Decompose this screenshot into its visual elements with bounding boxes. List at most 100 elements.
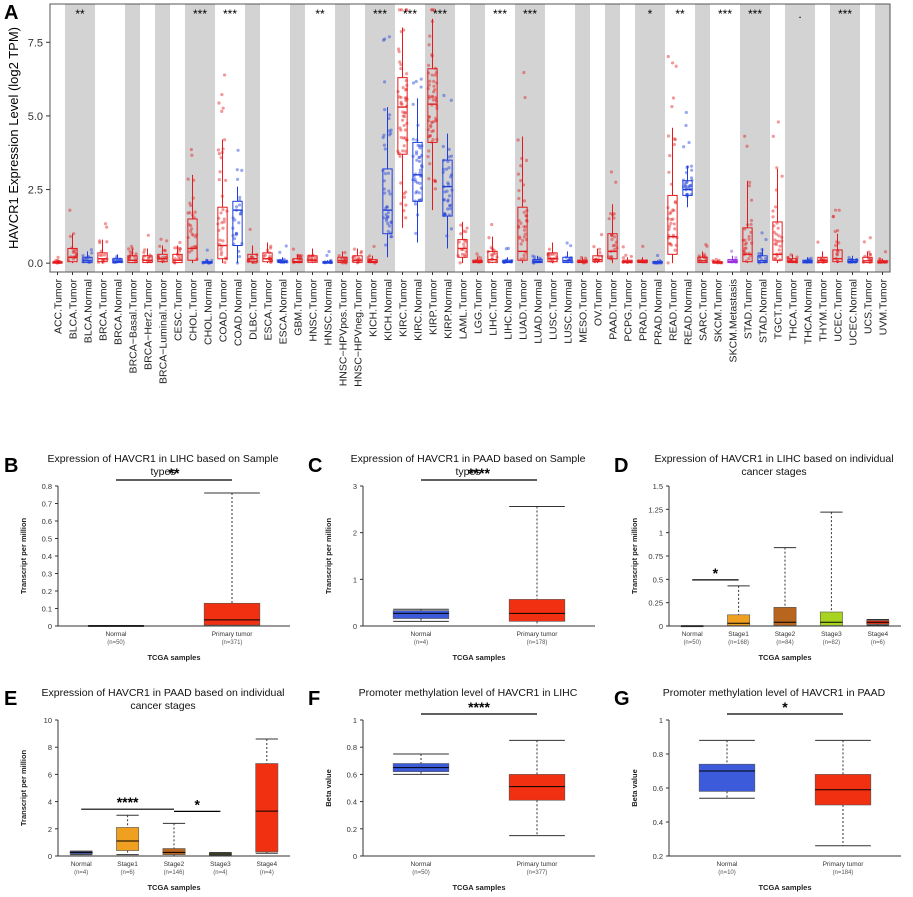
data-point: [835, 253, 840, 257]
x-tick-label: KIRC.Normal: [413, 279, 425, 341]
data-point: [268, 254, 272, 258]
data-point: [524, 158, 529, 163]
data-point: [763, 256, 768, 261]
data-point: [819, 257, 823, 261]
x-tick-label: THCA.Normal: [803, 279, 815, 344]
data-point: [431, 94, 435, 99]
data-point: [387, 224, 391, 228]
data-point: [221, 226, 225, 230]
data-point: [442, 198, 447, 202]
data-point: [868, 253, 872, 257]
data-point: [702, 252, 706, 256]
x-tick-n-label: (n=178): [527, 640, 548, 646]
data-point: [673, 137, 677, 141]
data-point: [521, 239, 525, 243]
data-point: [748, 180, 752, 184]
data-point: [269, 246, 273, 250]
group-shading: [425, 4, 455, 272]
box: [82, 256, 93, 264]
y-tick-label: 0: [48, 622, 52, 631]
data-point: [164, 239, 169, 243]
data-point: [448, 203, 452, 207]
data-point: [205, 248, 209, 252]
data-point: [868, 236, 872, 240]
data-point: [249, 255, 253, 259]
data-point: [385, 215, 390, 219]
data-point: [459, 232, 463, 236]
data-point: [504, 247, 508, 251]
data-point: [223, 260, 227, 265]
data-point: [189, 203, 193, 208]
data-point: [237, 254, 242, 259]
y-tick-label: 8: [48, 743, 52, 752]
data-point: [415, 189, 419, 194]
paad-stage-boxplot: Expression of HAVCR1 in PAAD based on in…: [19, 687, 290, 892]
x-tick-label: LUAD.Normal: [533, 279, 545, 344]
data-point: [428, 162, 432, 166]
group-shading: [125, 4, 140, 272]
data-point: [442, 211, 447, 216]
group-shading: [740, 4, 770, 272]
data-point: [222, 217, 226, 221]
data-point: [430, 95, 434, 99]
data-point: [433, 88, 437, 92]
data-point: [434, 116, 438, 120]
pan-cancer-boxplot: 0.0 2.5 5.0 7.5 HAVCR1 Expression Level (log…: [6, 3, 891, 387]
data-point: [191, 233, 195, 237]
x-tick-label: BRCA.Tumor: [98, 279, 110, 342]
data-point: [381, 135, 385, 140]
data-point: [809, 256, 813, 260]
data-point: [550, 252, 554, 256]
box: [203, 602, 261, 626]
data-point: [684, 110, 688, 115]
box: [508, 599, 566, 622]
data-point: [388, 133, 392, 137]
data-point: [384, 243, 388, 247]
y-tick-label: 1: [353, 575, 357, 584]
data-point: [401, 110, 405, 114]
data-point: [776, 226, 780, 230]
chart-title: cancer stages: [130, 700, 195, 712]
data-point: [777, 248, 781, 252]
data-point: [519, 242, 523, 246]
data-point: [522, 228, 527, 232]
data-point: [612, 235, 617, 239]
data-point: [459, 223, 463, 227]
y-tick-label: 0.4: [347, 798, 357, 807]
box: [382, 168, 393, 235]
data-point: [449, 98, 453, 102]
chart-title: Expression of HAVCR1 in PAAD based on in…: [42, 687, 285, 699]
x-tick-label: Stage2: [775, 631, 796, 638]
data-point: [248, 227, 252, 232]
data-point: [837, 208, 841, 212]
data-point: [432, 84, 436, 88]
data-point: [146, 233, 150, 237]
x-tick-n-label: (n=82): [823, 640, 841, 646]
data-point: [389, 131, 393, 135]
box: [487, 250, 498, 263]
data-point: [433, 119, 437, 123]
box: [742, 227, 753, 263]
box: [862, 256, 873, 264]
data-point: [239, 211, 243, 216]
data-point: [387, 189, 391, 193]
data-point: [673, 138, 677, 142]
group-shading: [785, 4, 815, 272]
lihc-methylation-boxplot: Promoter methylation level of HAVCR1 in …: [324, 687, 595, 892]
data-point: [612, 248, 616, 252]
data-point: [129, 244, 134, 248]
y-axis-label: Beta value: [324, 769, 333, 807]
data-point: [429, 123, 433, 128]
data-point: [685, 180, 689, 184]
data-point: [134, 252, 138, 256]
data-point: [772, 230, 776, 234]
x-tick-n-label: (n=184): [833, 870, 854, 876]
data-point: [188, 211, 192, 215]
box: [172, 253, 183, 264]
y-axis-label: Transcript per million: [19, 749, 28, 826]
significance-label: ****: [117, 794, 139, 810]
data-point: [522, 253, 526, 257]
data-point: [795, 255, 799, 259]
data-point: [743, 238, 747, 242]
data-point: [401, 86, 405, 90]
